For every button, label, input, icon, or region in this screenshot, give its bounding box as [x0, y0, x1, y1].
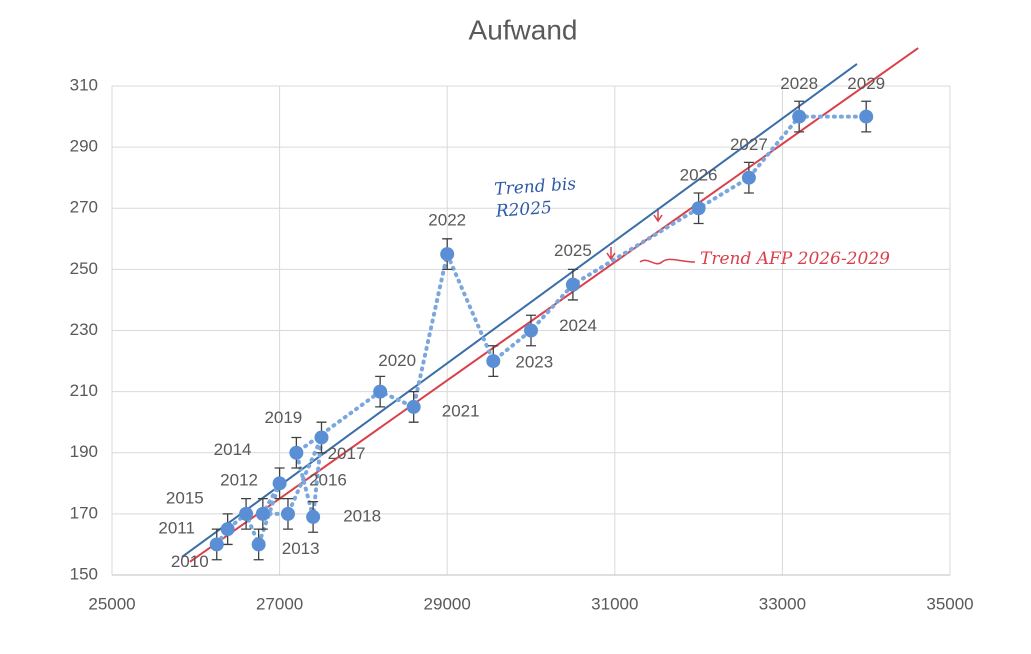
point-label: 2027: [730, 135, 768, 154]
point-label: 2024: [559, 316, 597, 335]
data-point: [524, 323, 538, 338]
data-point: [306, 509, 321, 524]
data-point: [565, 277, 580, 292]
point-label: 2012: [220, 470, 258, 489]
x-tick-label: 29000: [424, 594, 471, 613]
point-label: 2029: [847, 74, 885, 93]
y-tick-label: 310: [70, 75, 98, 94]
data-point: [209, 537, 224, 552]
point-label: 2026: [680, 166, 718, 185]
y-tick-label: 190: [70, 442, 98, 461]
data-point: [486, 354, 501, 369]
data-point: [251, 537, 266, 552]
point-label: 2014: [214, 440, 252, 459]
point-label: 2013: [282, 539, 320, 558]
annotation-arrows: [606, 208, 696, 265]
y-tick-label: 250: [70, 259, 98, 278]
point-label: 2010: [171, 552, 209, 571]
data-point: [280, 506, 295, 521]
data-point: [239, 506, 254, 521]
point-label: 2017: [328, 444, 366, 463]
data-point: [741, 170, 756, 185]
data-point: [272, 476, 287, 491]
point-label: 2028: [780, 74, 818, 93]
y-tick-label: 210: [70, 381, 98, 400]
trend-line: [181, 63, 858, 558]
point-label: 2019: [264, 408, 302, 427]
x-tick-label: 35000: [926, 594, 973, 613]
y-tick-label: 170: [70, 503, 98, 522]
blue-annotation: Trend bis R2025: [493, 174, 577, 222]
data-point: [406, 399, 421, 414]
point-label: 2011: [158, 519, 195, 538]
data-point: [859, 109, 874, 124]
data-point: [314, 430, 329, 445]
y-tick-label: 230: [70, 320, 98, 339]
y-tick-label: 270: [70, 198, 98, 217]
red-annotation: Trend AFP 2026-2029: [700, 249, 890, 269]
x-tick-label: 31000: [591, 594, 638, 613]
point-label: 2021: [442, 401, 480, 420]
connector-line: [214, 114, 869, 551]
point-label: 2022: [428, 211, 466, 230]
data-point: [440, 247, 455, 262]
point-label: 2015: [166, 488, 204, 507]
x-tick-label: 25000: [88, 594, 135, 613]
data-point: [691, 201, 706, 216]
data-point: [255, 506, 270, 521]
data-point: [373, 384, 388, 399]
point-label: 2018: [343, 506, 381, 525]
data-point: [220, 522, 235, 537]
y-tick-label: 150: [70, 564, 98, 583]
point-label: 2025: [554, 241, 592, 260]
y-tick-label: 290: [70, 137, 98, 156]
point-label: 2016: [309, 470, 347, 489]
data-point: [289, 445, 304, 460]
x-tick-label: 27000: [256, 594, 303, 613]
point-label: 2023: [515, 353, 553, 372]
data-point: [792, 109, 807, 124]
x-tick-label: 33000: [759, 594, 806, 613]
chart-title: Aufwand: [469, 14, 578, 45]
point-label: 2020: [378, 351, 416, 370]
